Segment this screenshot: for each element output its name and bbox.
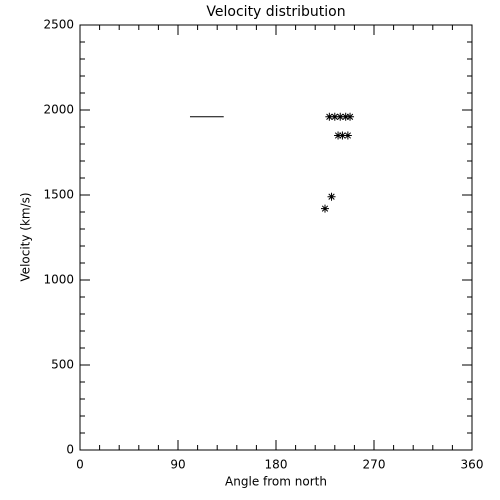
y-tick-label: 0 [66,443,74,457]
asterisk-stroke [330,112,339,121]
y-tick-label: 2500 [43,18,74,32]
asterisk-point [336,112,345,121]
chart-title: Velocity distribution [206,4,345,20]
x-tick-label: 360 [461,458,484,472]
y-axis-label: Velocity (km/s) [19,192,33,281]
asterisk-point [330,112,339,121]
asterisk-point [346,112,355,121]
asterisk-stroke [343,131,352,140]
asterisk-point [334,131,343,140]
asterisk-point [325,112,334,121]
asterisk-stroke [346,112,355,121]
y-tick-label: 1500 [43,188,74,202]
asterisk-point [321,204,329,213]
asterisk-stroke [334,131,343,140]
asterisk-stroke [321,204,329,213]
asterisk-point [338,131,347,140]
asterisk-stroke [336,112,345,121]
asterisk-point [327,192,336,201]
x-tick-label: 180 [265,458,288,472]
x-tick-label: 90 [170,458,185,472]
asterisk-point [341,112,350,121]
y-tick-label: 1000 [43,273,74,287]
asterisk-stroke [327,192,336,201]
x-tick-label: 270 [363,458,386,472]
y-tick-label: 2000 [43,103,74,117]
x-axis-label: Angle from north [225,475,327,489]
asterisk-stroke [325,112,334,121]
asterisk-stroke [338,131,347,140]
asterisk-point [343,131,352,140]
y-tick-label: 500 [51,358,74,372]
asterisk-stroke [341,112,350,121]
x-tick-label: 0 [76,458,84,472]
